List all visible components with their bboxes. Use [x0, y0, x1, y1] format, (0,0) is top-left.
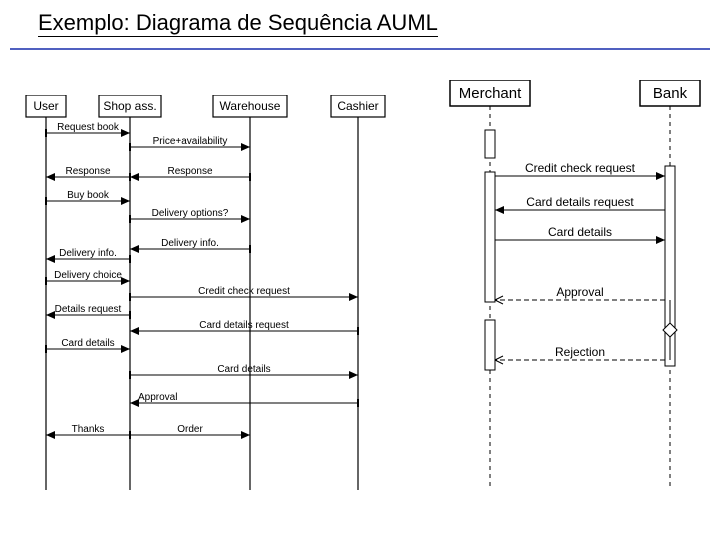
activation-bar: [485, 320, 495, 370]
right-sequence-diagram: Merchant Bank Credit check request Card det…: [440, 80, 720, 505]
svg-text:Bank: Bank: [653, 85, 688, 102]
message-label: Request book: [57, 122, 120, 133]
message-label: Order: [177, 424, 203, 435]
message-label: Price+availability: [153, 136, 228, 147]
svg-text:Cashier: Cashier: [337, 99, 378, 113]
message-label: Delivery info.: [161, 238, 219, 249]
message-label: Delivery choice: [54, 270, 122, 281]
page-title: Exemplo: Diagrama de Sequência AUML: [38, 10, 438, 37]
message-label: Card details request: [526, 195, 634, 209]
message-label: Card details request: [199, 320, 289, 331]
svg-text:Shop ass.: Shop ass.: [103, 99, 156, 113]
activation-bar: [485, 130, 495, 158]
message-label: Approval: [138, 392, 177, 403]
message-label: Details request: [55, 304, 122, 315]
message-label: Credit check request: [525, 161, 636, 175]
svg-text:Merchant: Merchant: [459, 85, 522, 102]
svg-text:Warehouse: Warehouse: [220, 99, 281, 113]
header-divider: [10, 48, 710, 50]
message-label: Thanks: [72, 424, 105, 435]
message-label: Rejection: [555, 345, 605, 359]
message-label: Credit check request: [198, 286, 290, 297]
svg-text:User: User: [33, 99, 58, 113]
left-sequence-diagram: User Shop ass. Warehouse Cashier Request boo…: [10, 95, 430, 505]
message-label: Delivery options?: [152, 208, 229, 219]
message-label: Buy book: [67, 190, 110, 201]
message-label: Response: [65, 166, 110, 177]
page-title-text: Exemplo: Diagrama de Sequência AUML: [38, 10, 438, 35]
message-label: Delivery info.: [59, 248, 117, 259]
message-label: Card details: [217, 364, 270, 375]
activation-bar: [485, 172, 495, 302]
message-label: Response: [167, 166, 212, 177]
message-label: Approval: [556, 285, 603, 299]
message-label: Card details: [548, 225, 612, 239]
message-label: Card details: [61, 338, 114, 349]
